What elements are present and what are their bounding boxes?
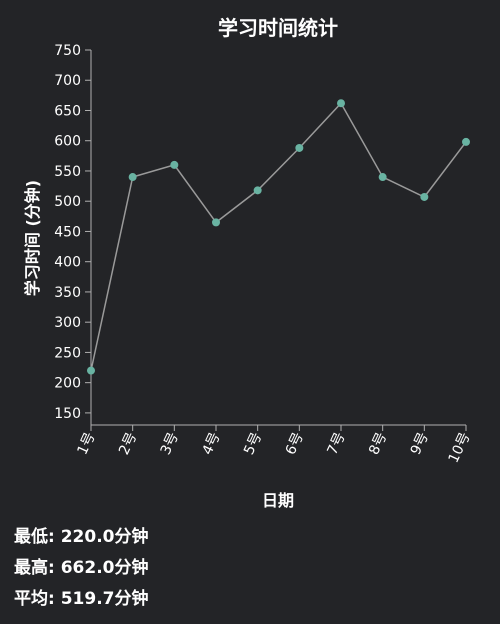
- x-axis-label: 日期: [262, 491, 294, 510]
- data-point: [253, 186, 262, 195]
- data-point: [87, 366, 95, 375]
- y-tick-label: 550: [54, 164, 81, 180]
- y-tick-label: 150: [54, 406, 81, 422]
- x-tick-label: 1号: [74, 430, 98, 458]
- x-axis: 1号 2号 3号 4号 5号 6号 7号 8号 9号 10号: [74, 424, 474, 466]
- y-tick-label: 250: [54, 345, 81, 361]
- x-tick-label: 8号: [366, 430, 390, 458]
- data-point: [462, 137, 470, 146]
- x-tick-label: 7号: [324, 430, 348, 458]
- data-point: [170, 160, 179, 169]
- x-tick-label: 3号: [158, 430, 182, 458]
- x-tick-label: 2号: [116, 430, 140, 458]
- line-chart: 学习时间统计 150 200 250 300 350 400 450 500 550 600 650…: [23, 16, 474, 510]
- y-tick-label: 400: [54, 255, 81, 271]
- x-tick-label: 10号: [446, 430, 474, 466]
- x-tick-label: 9号: [408, 430, 432, 458]
- data-point: [212, 218, 220, 227]
- data-points: [87, 99, 470, 375]
- data-point: [295, 143, 304, 152]
- y-tick-label: 700: [54, 73, 81, 89]
- y-tick-label: 200: [54, 376, 81, 392]
- y-tick-label: 600: [54, 134, 81, 150]
- y-tick-label: 500: [54, 194, 81, 210]
- y-tick-label: 300: [54, 315, 81, 331]
- y-tick-label: 450: [54, 224, 81, 240]
- x-tick-label: 6号: [283, 430, 307, 458]
- x-tick-label: 4号: [199, 430, 223, 458]
- y-tick-label: 750: [54, 43, 81, 59]
- stats-panel: 最低: 220.0分钟 最高: 662.0分钟 平均: 519.7分钟: [14, 522, 484, 615]
- data-point: [420, 192, 429, 201]
- x-tick-label: 5号: [241, 430, 265, 458]
- data-point: [337, 99, 345, 108]
- data-point: [378, 173, 387, 182]
- y-tick-label: 350: [54, 285, 81, 301]
- stat-avg: 平均: 519.7分钟: [14, 589, 149, 609]
- series-line: [90, 101, 467, 371]
- stat-min: 最低: 220.0分钟: [14, 527, 149, 547]
- chart-title: 学习时间统计: [218, 16, 338, 40]
- data-point: [128, 173, 137, 182]
- y-tick-label: 650: [54, 103, 81, 119]
- y-axis-label: 学习时间 (分钟): [23, 180, 42, 296]
- y-axis: 150 200 250 300 350 400 450 500 550 600 650 700 750: [54, 43, 92, 425]
- stat-max: 最高: 662.0分钟: [14, 558, 149, 578]
